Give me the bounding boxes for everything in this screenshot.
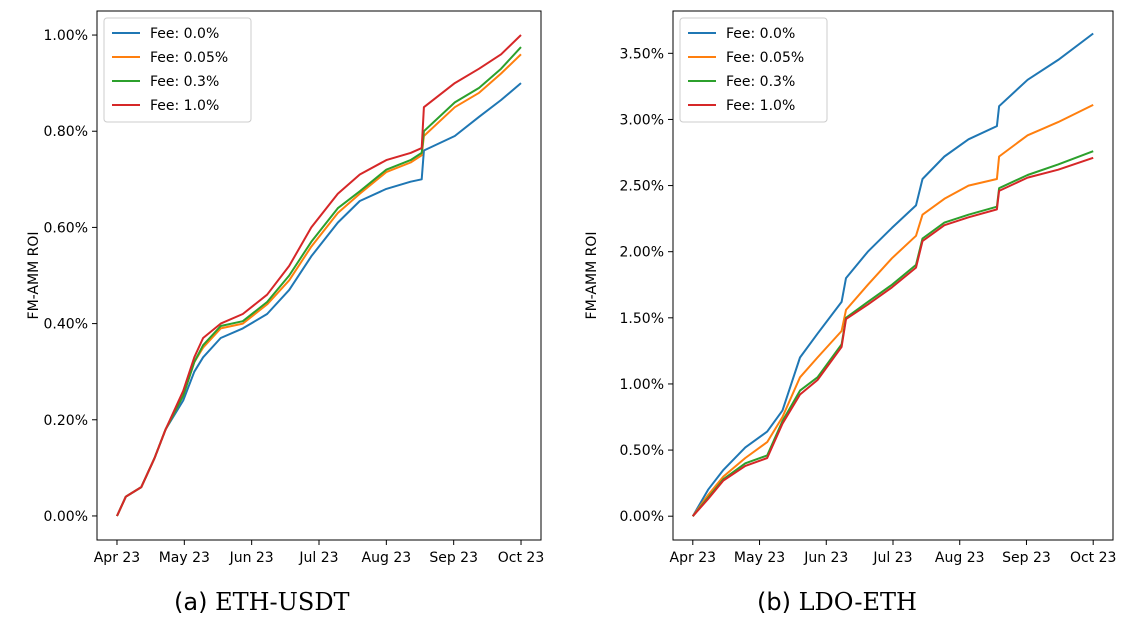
legend-label: Fee: 1.0% [150,98,219,114]
y-tick-label: 0.80% [44,124,88,140]
y-tick-label: 3.50% [620,46,664,62]
chart-ldo-eth: Apr 23 May 23 Jun 23 Jul 23 Aug 23 Sep 23 Oct … [584,10,1116,566]
caption-b-label: (b) [757,588,791,616]
chart-eth-usdt: Apr 23 May 23 Jun 23 Jul 23 Aug 23 Sep 23 Oct … [26,10,544,566]
x-tick-label: Oct 23 [498,550,544,566]
caption-a-label: (a) [174,588,208,616]
caption-a-text: ETH-USDT [215,588,350,616]
x-tick-label: Sep 23 [1002,550,1051,566]
x-tick-label: Apr 23 [670,550,716,566]
series-line-0 [116,82,522,517]
x-tick-label: May 23 [734,550,785,566]
series-line-0 [691,32,1094,517]
x-tick-label: Jun 23 [229,550,274,566]
series-line-1 [691,104,1094,517]
legend [103,17,252,123]
y-tick-label: 0.60% [44,220,88,236]
x-tick-label: Aug 23 [935,550,985,566]
series-line-2 [692,150,1094,517]
legend-label: Fee: 0.3% [726,74,795,90]
legend-label: Fee: 0.0% [726,26,795,42]
y-tick-label: 1.50% [620,311,664,327]
series-line-3 [692,156,1094,517]
y-axis-label: FM-AMM ROI [584,232,600,320]
series-line-1 [116,53,522,517]
x-tick-label: Jul 23 [298,550,338,566]
series-line-3 [116,34,522,517]
y-tick-label: 0.40% [44,317,88,333]
x-tick-label: May 23 [159,550,210,566]
y-tick-label: 0.20% [44,413,88,429]
y-tick-label: 3.00% [620,112,664,128]
y-tick-label: 1.00% [620,377,664,393]
figure: Apr 23 May 23 Jun 23 Jul 23 Aug 23 Sep 23 Oct … [26,10,1116,566]
x-tick-label: Jul 23 [872,550,912,566]
legend-label: Fee: 0.05% [726,50,804,66]
legend-label: Fee: 1.0% [726,98,795,114]
x-tick-label: Oct 23 [1070,550,1116,566]
y-tick-label: 0.50% [620,443,664,459]
y-tick-label: 1.00% [44,28,88,44]
y-tick-label: 2.00% [620,245,664,261]
y-tick-label: 0.00% [620,509,664,525]
x-tick-label: Jun 23 [803,550,848,566]
caption-b: (b) LDO-ETH [757,588,917,616]
caption-b-text: LDO-ETH [798,588,917,616]
legend [679,17,828,123]
y-tick-label: 2.50% [620,179,664,195]
y-tick-label: 0.00% [44,509,88,525]
legend-label: Fee: 0.0% [150,26,219,42]
x-tick-label: Apr 23 [94,550,140,566]
x-tick-label: Aug 23 [362,550,412,566]
x-tick-label: Sep 23 [429,550,478,566]
legend-label: Fee: 0.3% [150,74,219,90]
legend-label: Fee: 0.05% [150,50,228,66]
caption-a: (a) ETH-USDT [174,588,350,616]
y-axis-label: FM-AMM ROI [26,232,42,320]
